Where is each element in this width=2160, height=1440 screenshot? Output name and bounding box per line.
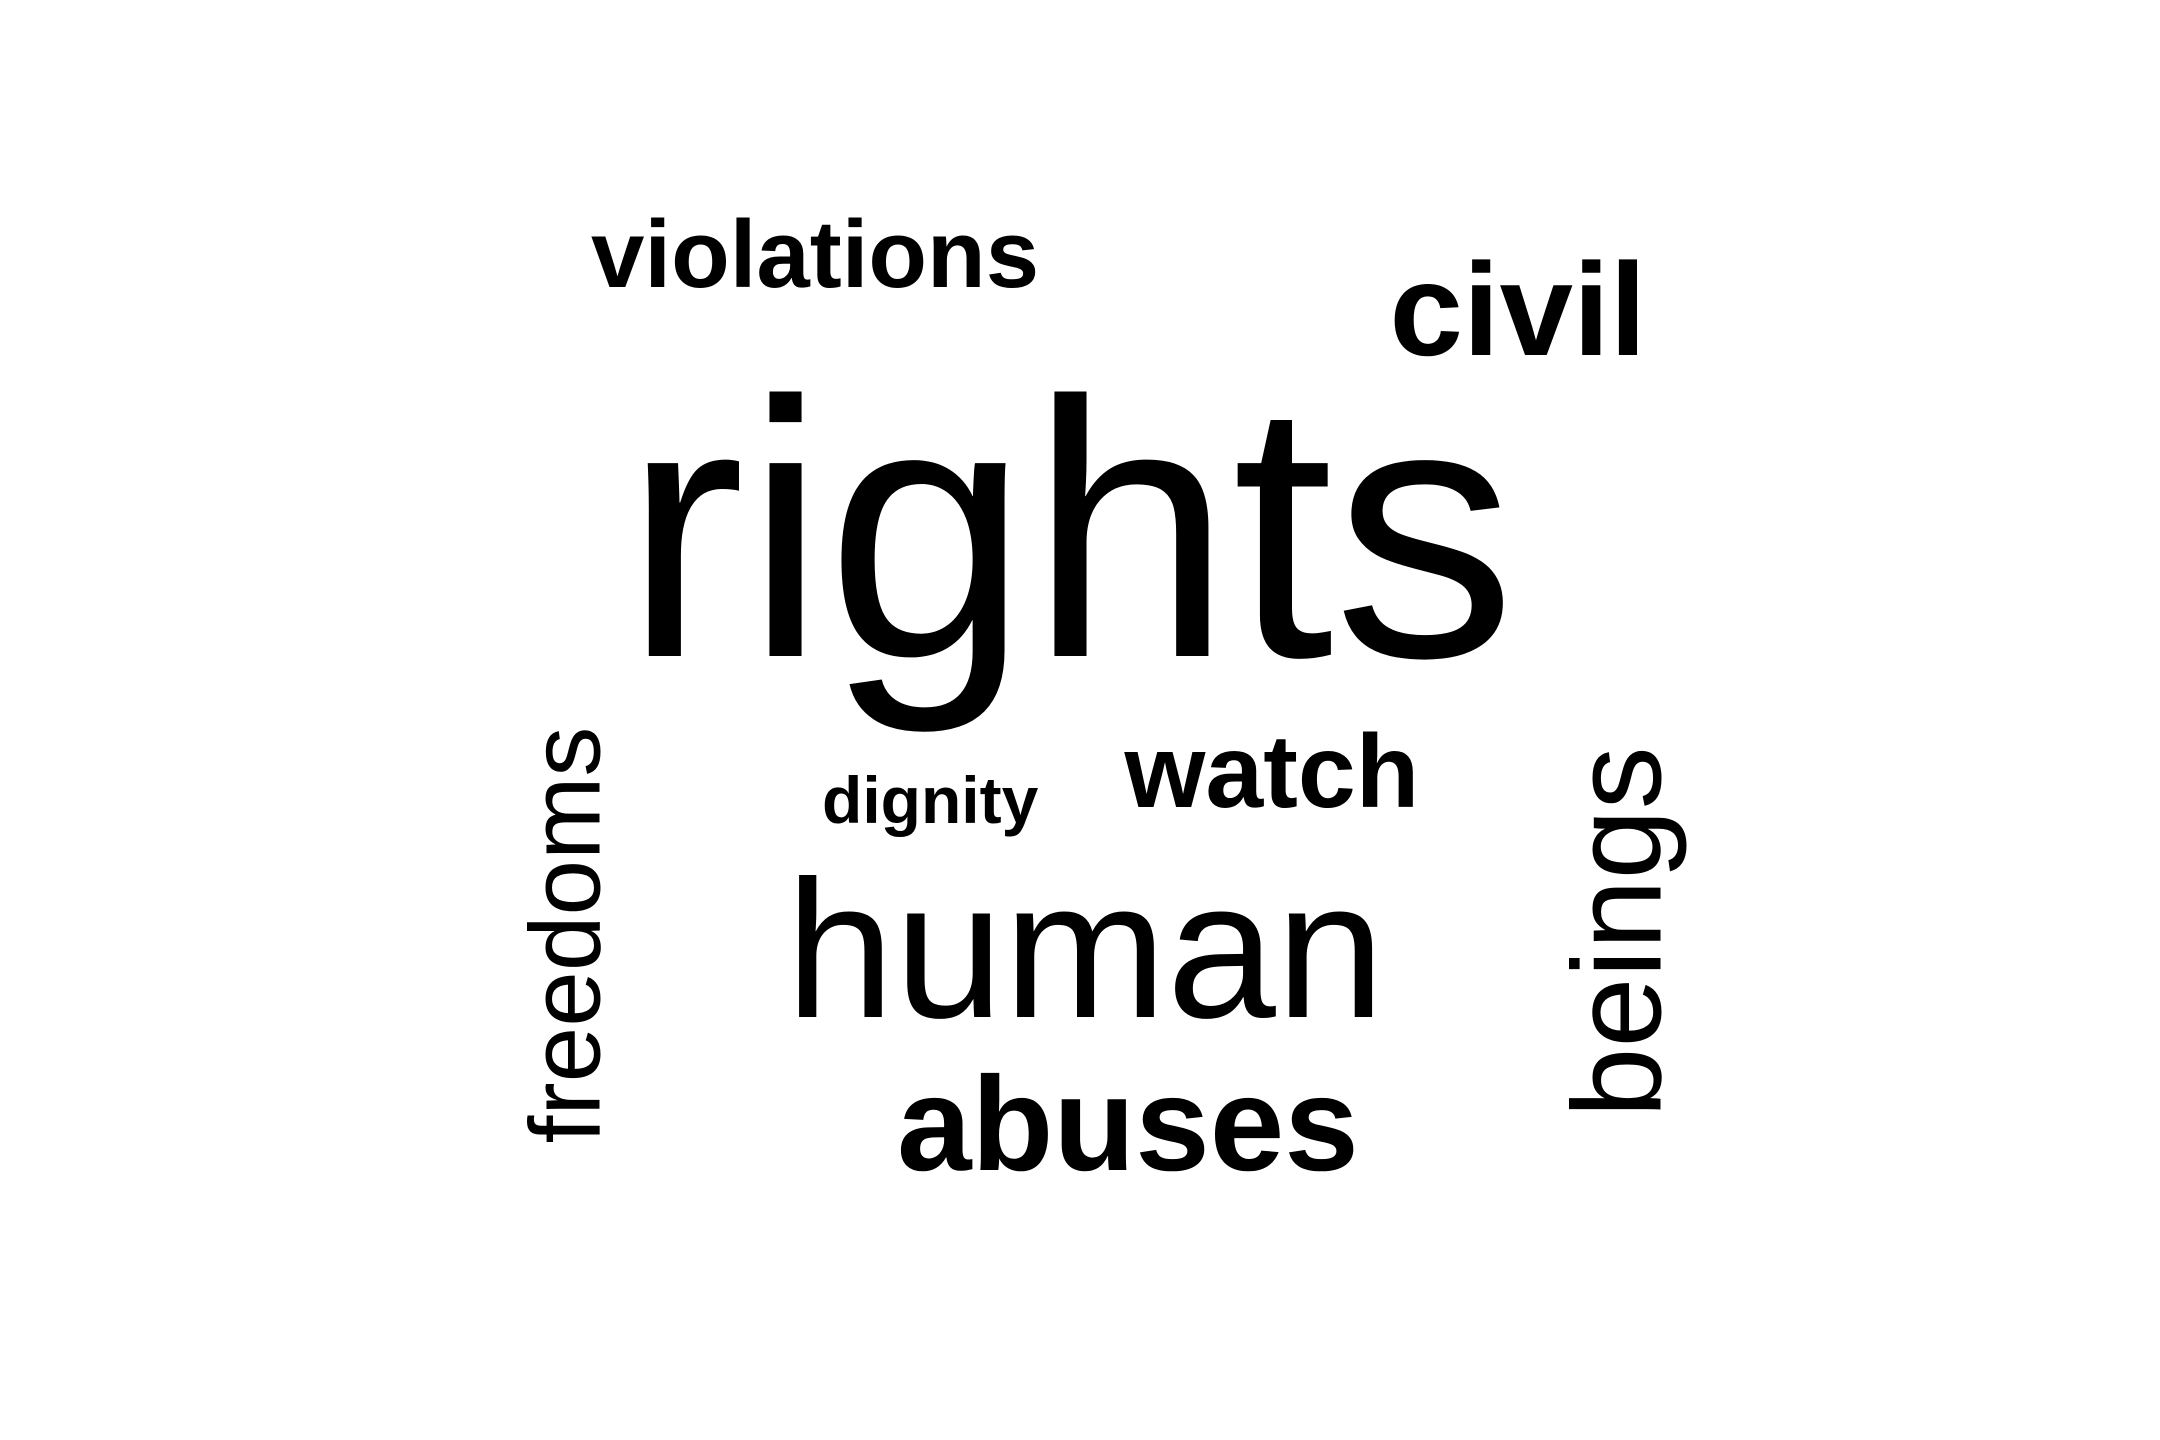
word-beings: beings <box>1546 746 1688 1118</box>
word-freedoms: freedoms <box>508 726 621 1144</box>
word-abuses: abuses <box>897 1050 1359 1199</box>
word-violations: violations <box>591 201 1040 308</box>
word-civil: civil <box>1389 236 1647 383</box>
word-dignity: dignity <box>822 763 1039 837</box>
word-human: human <box>785 840 1385 1059</box>
word-rights: rights <box>623 326 1517 734</box>
word-watch: watch <box>1124 714 1420 830</box>
